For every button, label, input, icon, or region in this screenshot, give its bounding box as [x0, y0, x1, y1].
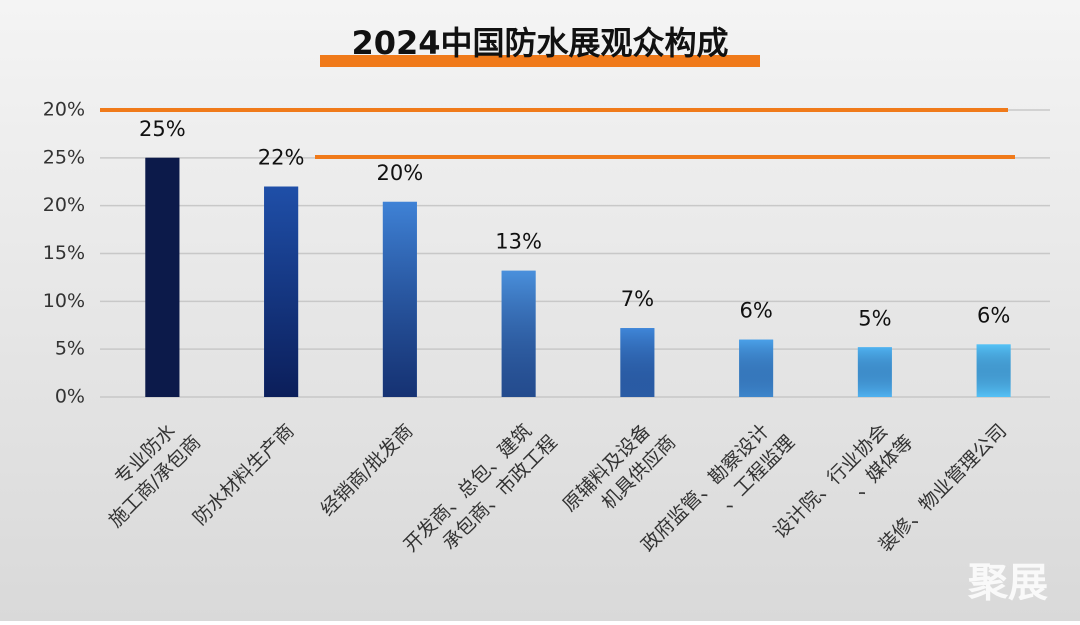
y-tick-label: 20% — [43, 99, 85, 121]
data-label: 5% — [858, 306, 891, 330]
y-tick-label: 5% — [55, 338, 85, 360]
data-label: 25% — [139, 117, 186, 141]
bar — [976, 344, 1011, 397]
title-highlight — [320, 55, 760, 67]
data-label: 6% — [739, 299, 772, 323]
data-label: 6% — [977, 303, 1010, 327]
data-label: 22% — [258, 146, 305, 170]
bar — [620, 328, 655, 397]
y-tick-label: 25% — [43, 146, 85, 168]
y-tick-label: 10% — [43, 290, 85, 312]
bar — [501, 270, 536, 397]
bar — [857, 347, 892, 397]
bar — [264, 186, 299, 397]
y-tick-label: 0% — [55, 386, 85, 408]
chart-title: 2024中国防水展观众构成 — [351, 24, 728, 62]
y-tick-label: 20% — [43, 194, 85, 216]
y-tick-label: 15% — [43, 242, 85, 264]
bar — [382, 201, 417, 397]
bar — [145, 157, 180, 397]
watermark: 聚展 — [967, 560, 1048, 606]
bar — [739, 339, 774, 397]
data-label: 7% — [621, 287, 654, 311]
data-label: 20% — [377, 161, 424, 185]
data-label: 13% — [495, 230, 542, 254]
